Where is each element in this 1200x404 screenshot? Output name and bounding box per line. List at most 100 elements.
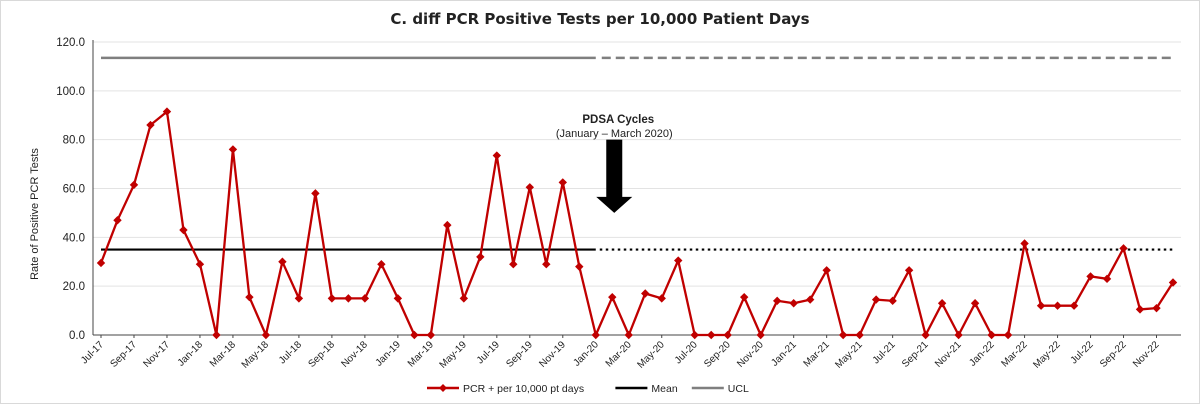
data-point-marker [393,294,403,303]
data-point-marker [921,330,930,340]
data-point-marker [740,292,749,302]
legend-label: UCL [728,383,749,395]
data-point-marker [558,178,567,187]
data-point-marker [212,330,221,340]
data-point-marker [1119,244,1128,253]
x-tick-label: Nov-21 [933,339,964,370]
data-point-marker [146,120,155,130]
data-point-marker [657,294,666,303]
x-tick-label: May-22 [1031,339,1063,371]
data-point-marker [624,330,633,340]
x-tick-label: Nov-20 [735,339,766,370]
x-tick-label: Jul-20 [673,339,700,366]
x-tick-label: Sep-18 [306,339,337,370]
x-tick-label: Mar-22 [1000,339,1030,369]
data-point-marker [261,330,271,340]
data-point-marker [1152,303,1161,313]
data-point-marker [476,252,485,262]
x-tick-label: Jul-21 [871,339,898,366]
data-point-marker [344,294,353,303]
x-tick-label: Sep-17 [109,339,140,370]
x-tick-label: Jan-19 [374,339,404,369]
x-tick-label: Jul-18 [277,339,304,366]
legend-item: UCL [691,383,749,395]
reference-lines [101,56,1173,251]
data-point-marker [492,151,502,160]
x-tick-label: Sep-20 [702,339,733,370]
data-point-marker [838,330,848,340]
legend-swatch-marker [439,384,447,392]
data-point-marker [129,180,139,190]
data-point-marker [1102,274,1112,284]
y-tick-label: 60.0 [63,184,85,196]
data-point-marker [1168,278,1178,287]
data-point-marker [871,295,881,304]
data-point-marker [822,266,831,275]
x-tick-label: Jan-20 [571,339,601,369]
y-tick-label: 80.0 [63,135,85,147]
data-point-marker [904,266,914,275]
data-point-marker [970,299,980,308]
x-tick-label: Mar-21 [802,339,832,369]
data-point-marker [772,296,782,306]
x-tick-label: Jul-17 [79,339,106,366]
data-point-marker [575,262,584,271]
x-tick-label: Mar-19 [406,339,436,369]
data-point-marker [294,294,304,303]
data-point-marker [1036,301,1046,310]
legend-label: Mean [651,383,677,395]
data-point-marker [756,330,765,340]
data-point-marker [360,294,370,303]
data-point-marker [1053,301,1062,310]
data-point-marker [525,183,534,192]
data-point-marker [542,259,551,269]
data-point-marker [805,295,815,304]
x-tick-label: Mar-20 [604,339,634,369]
legend-label: PCR + per 10,000 pt days [463,383,584,395]
data-point-marker [937,299,947,308]
legend-item: PCR + per 10,000 pt days [427,383,584,395]
pdsa-annotation: PDSA Cycles (January – March 2020) [556,114,673,213]
y-axis-label: Rate of Positive PCR Tests [29,148,41,280]
data-point-marker [608,292,617,302]
series-line-pcr [99,110,1174,337]
data-point-marker [459,294,469,303]
data-point-marker [707,330,716,340]
data-point-marker [954,330,963,340]
x-tick-label: Jul-19 [475,339,502,366]
x-tick-label: Nov-18 [339,339,370,370]
data-point-marker [96,258,106,268]
y-tick-label: 100.0 [56,86,85,98]
data-point-marker [690,330,699,340]
data-point-marker [443,220,452,230]
data-point-marker [311,189,320,198]
data-point-marker [228,145,238,154]
grid-lines [93,41,1181,287]
data-point-marker [674,256,683,265]
chart-title: C. diff PCR Positive Tests per 10,000 Pa… [390,10,809,28]
data-point-marker [410,330,419,340]
y-tick-label: 40.0 [63,232,85,244]
y-tick-label: 20.0 [63,281,85,293]
data-point-marker [245,292,254,302]
data-point-marker [179,225,188,235]
annotation-subtitle: (January – March 2020) [556,128,673,140]
x-tick-label: May-21 [833,339,865,371]
data-point-marker [723,330,732,340]
data-point-marker [195,259,205,269]
data-point-marker [1003,330,1013,340]
x-tick-label: Sep-21 [900,339,931,370]
data-point-marker [1086,272,1095,281]
data-point-marker [426,330,436,340]
data-point-marker [641,289,650,298]
x-tick-label: Jul-22 [1069,339,1096,366]
data-point-marker [789,299,798,308]
data-point-marker [888,296,897,306]
y-tick-label: 0.0 [69,330,85,342]
data-point-marker [162,107,172,116]
x-tick-label: Sep-22 [1098,339,1129,370]
x-tick-label: Jan-22 [967,339,997,369]
data-series [96,107,1178,340]
data-point-marker [278,257,287,266]
